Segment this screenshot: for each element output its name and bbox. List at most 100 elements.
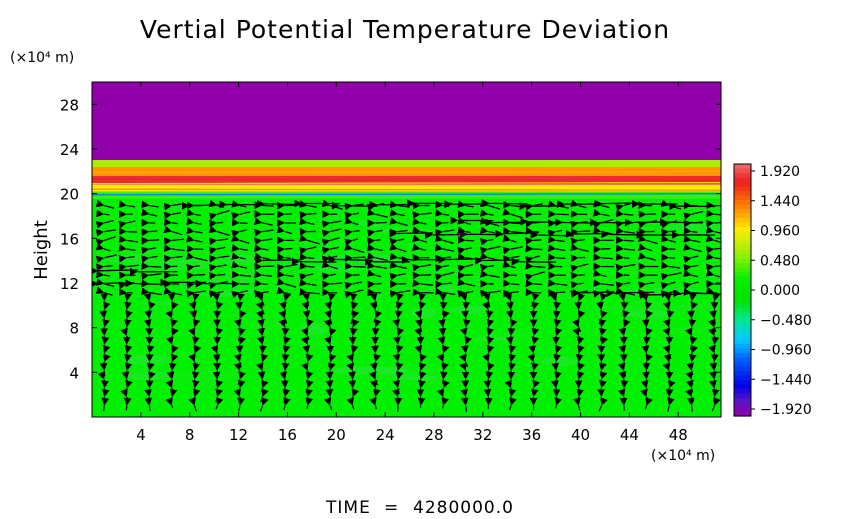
wind-vector: [146, 345, 155, 359]
wind-vector: [706, 246, 721, 254]
wind-vector: [486, 345, 495, 360]
wind-vector: [418, 371, 427, 383]
wind-vector: [344, 254, 366, 263]
colorbar-cell: [734, 407, 751, 413]
wind-vector: [186, 234, 203, 243]
wind-vector: [708, 327, 717, 342]
wind-vector: [215, 397, 224, 410]
colorbar-cell: [734, 227, 751, 233]
wind-vector: [554, 397, 562, 409]
wind-vector: [460, 397, 469, 412]
colorbar-label: −0.960: [760, 343, 812, 359]
wind-vector: [301, 327, 310, 341]
wind-vector: [141, 236, 160, 245]
wind-vector: [437, 319, 446, 332]
wind-vector: [435, 280, 452, 289]
wind-vector: [414, 310, 423, 324]
wind-vector: [593, 253, 613, 262]
wind-vector: [395, 362, 404, 376]
wind-vector: [481, 301, 491, 316]
wind-vector: [350, 301, 359, 315]
wind-vector: [279, 301, 287, 313]
wind-vector: [395, 371, 404, 383]
colorbar-cell: [734, 177, 751, 183]
wind-vector: [531, 292, 540, 307]
wind-vector: [705, 234, 721, 243]
wind-vector: [663, 353, 672, 366]
wind-vector: [299, 217, 315, 226]
wind-vector: [215, 301, 224, 313]
wind-vector: [685, 388, 695, 403]
wind-vector: [709, 310, 717, 325]
y-tick-label: 4: [69, 364, 79, 382]
wind-vector: [233, 388, 242, 402]
field-texture: [665, 223, 721, 234]
wind-vector: [144, 388, 152, 401]
wind-vector: [709, 380, 717, 394]
wind-vector: [389, 228, 408, 237]
wind-vector: [592, 269, 607, 278]
wind-vector: [144, 397, 153, 411]
wind-vector: [163, 218, 179, 226]
wind-vector: [483, 380, 492, 393]
wind-vector: [257, 327, 266, 342]
wind-vector: [615, 235, 635, 244]
wind-vector: [711, 397, 721, 412]
wind-vector: [548, 253, 566, 262]
field-contour: [92, 182, 721, 185]
wind-vector: [141, 255, 158, 263]
wind-vector: [165, 336, 175, 350]
wind-vector: [486, 336, 495, 350]
colorbar-cell: [734, 348, 751, 354]
wind-vector: [622, 310, 630, 322]
wind-vector: [618, 327, 627, 342]
wind-vector: [344, 211, 360, 220]
wind-vector: [508, 345, 517, 358]
wind-vector: [276, 270, 294, 279]
wind-vector: [163, 244, 185, 253]
wind-vector: [191, 344, 202, 360]
colorbar-cell: [734, 191, 751, 197]
colorbar-cell: [734, 218, 751, 224]
wind-streak-6: [606, 289, 648, 298]
wind-vector: [531, 301, 539, 315]
colorbar-cell: [734, 326, 751, 332]
wind-vector: [389, 208, 406, 217]
wind-streak-3: [495, 229, 539, 238]
wind-vector: [305, 353, 314, 367]
wind-vector: [366, 252, 388, 262]
colorbar-cell: [734, 384, 751, 390]
wind-vector: [102, 345, 111, 358]
wind-vector: [186, 263, 200, 272]
wind-vector: [480, 263, 494, 272]
wind-vector: [389, 238, 405, 246]
wind-vector: [576, 310, 586, 323]
wind-vector: [186, 208, 201, 217]
wind-vector: [502, 255, 520, 263]
wind-vector: [637, 252, 657, 261]
x-tick-label: 20: [327, 426, 346, 444]
wind-vector: [570, 237, 585, 246]
colorbar-cell: [734, 209, 751, 215]
wind-streak-5: [594, 199, 640, 208]
wind-vector: [283, 397, 291, 411]
wind-vector: [528, 345, 536, 358]
wind-streak-4: [555, 218, 599, 227]
colorbar-label: 0.480: [760, 253, 800, 269]
wind-streak-3: [601, 230, 645, 239]
field-texture: [128, 368, 160, 376]
wind-vector: [615, 209, 634, 218]
wind-vector: [350, 388, 360, 402]
field-contour: [92, 193, 721, 196]
wind-vector: [683, 255, 699, 264]
wind-vector: [169, 388, 178, 402]
field-texture: [428, 284, 456, 293]
wind-vector: [282, 292, 291, 308]
wind-vector: [188, 353, 197, 366]
wind-vector: [505, 310, 514, 325]
wind-vector: [95, 243, 111, 252]
wind-vector: [97, 371, 107, 384]
wind-vector: [570, 281, 585, 289]
wind-vector: [479, 199, 501, 210]
wind-vector: [554, 327, 563, 341]
